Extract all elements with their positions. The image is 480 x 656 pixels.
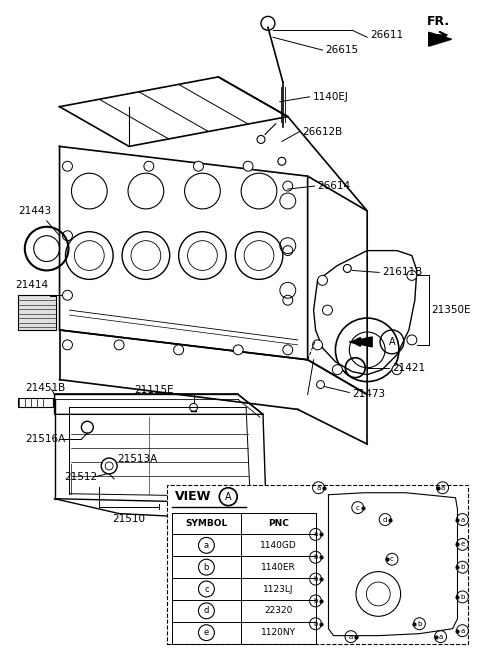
Text: 21115E: 21115E [134, 384, 174, 394]
Text: a: a [439, 634, 443, 640]
Circle shape [62, 231, 72, 241]
Text: a: a [349, 634, 353, 640]
Text: PNC: PNC [268, 519, 289, 528]
Text: a: a [204, 541, 209, 550]
Text: 21611B: 21611B [382, 268, 422, 277]
Text: A: A [389, 337, 396, 347]
Text: 21421: 21421 [392, 363, 425, 373]
Text: 1123LJ: 1123LJ [263, 584, 294, 594]
Text: 26611: 26611 [370, 30, 403, 40]
Text: a: a [460, 516, 465, 523]
Circle shape [283, 345, 293, 355]
Text: b: b [417, 621, 421, 626]
Text: 21516A: 21516A [25, 434, 65, 444]
Circle shape [312, 340, 323, 350]
Text: 21451B: 21451B [25, 382, 65, 392]
Circle shape [318, 276, 327, 285]
Text: b: b [204, 563, 209, 571]
Text: 1140GD: 1140GD [260, 541, 297, 550]
Text: a: a [441, 485, 445, 491]
Bar [18, 398, 53, 407]
Bar [18, 295, 56, 330]
Circle shape [323, 305, 333, 315]
Circle shape [233, 345, 243, 355]
Circle shape [333, 365, 342, 375]
Circle shape [278, 157, 286, 165]
Text: a: a [313, 531, 318, 537]
Circle shape [82, 421, 93, 433]
Text: 26612B: 26612B [303, 127, 343, 136]
Circle shape [190, 403, 197, 411]
Text: e: e [204, 628, 209, 637]
Text: d: d [204, 606, 209, 615]
Text: 21510: 21510 [112, 514, 145, 523]
Text: c: c [356, 504, 360, 510]
Text: e: e [460, 541, 465, 547]
Text: a: a [460, 628, 465, 634]
Circle shape [407, 270, 417, 280]
Circle shape [243, 161, 253, 171]
Text: b: b [313, 598, 318, 604]
Text: 1120NY: 1120NY [261, 628, 296, 637]
Text: 21473: 21473 [352, 390, 385, 400]
Text: a: a [316, 485, 321, 491]
Text: 21512: 21512 [64, 472, 97, 482]
Circle shape [283, 245, 293, 256]
Text: 21350E: 21350E [432, 305, 471, 315]
Text: 22320: 22320 [264, 606, 292, 615]
Circle shape [62, 161, 72, 171]
Text: SYMBOL: SYMBOL [185, 519, 228, 528]
Text: A: A [225, 492, 231, 502]
Bar [172, 512, 315, 535]
Text: c: c [390, 556, 394, 562]
Text: b: b [460, 564, 465, 570]
Text: d: d [383, 516, 387, 523]
Circle shape [62, 291, 72, 300]
Text: b: b [313, 621, 318, 626]
Circle shape [193, 161, 204, 171]
Bar [167, 485, 468, 644]
Text: c: c [204, 584, 209, 594]
Circle shape [174, 345, 183, 355]
Circle shape [283, 181, 293, 191]
Circle shape [144, 161, 154, 171]
Circle shape [343, 264, 351, 272]
Circle shape [101, 458, 117, 474]
Text: 21414: 21414 [15, 280, 48, 291]
Text: b: b [460, 594, 465, 600]
Circle shape [317, 380, 324, 388]
Circle shape [407, 335, 417, 345]
Text: 26615: 26615 [325, 45, 359, 55]
Text: 21513A: 21513A [117, 454, 157, 464]
Text: 1140EJ: 1140EJ [312, 92, 348, 102]
Text: VIEW: VIEW [175, 490, 211, 503]
Text: b: b [313, 554, 318, 560]
Text: 1140ER: 1140ER [261, 563, 296, 571]
Polygon shape [349, 337, 372, 347]
Polygon shape [429, 32, 452, 46]
Text: b: b [313, 576, 318, 582]
Text: 26614: 26614 [318, 181, 351, 191]
Circle shape [283, 295, 293, 305]
Text: 21443: 21443 [18, 206, 51, 216]
Circle shape [114, 340, 124, 350]
Text: FR.: FR. [427, 15, 450, 28]
Circle shape [392, 365, 402, 375]
Circle shape [62, 340, 72, 350]
